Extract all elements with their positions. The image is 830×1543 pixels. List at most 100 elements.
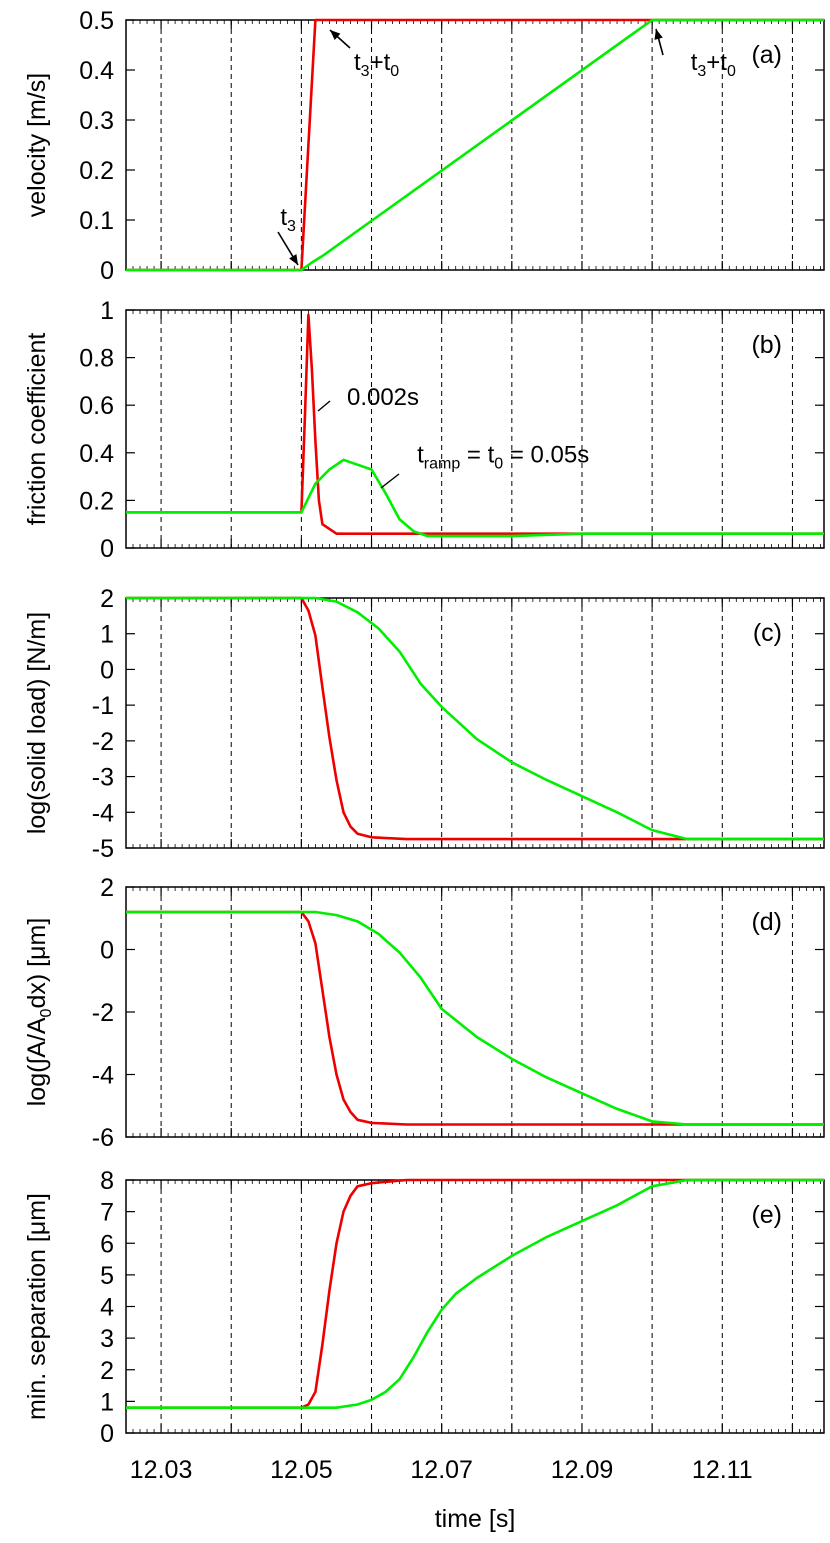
leader-tramp [380,473,400,489]
annotation-label: t3+t0​ [354,49,399,80]
anno-base: t [417,441,424,468]
y-tick-label: -2 [92,728,114,756]
y-tick-label: 4 [100,1294,114,1322]
x-axis-label: time [s] [435,1505,516,1533]
y-tick-label: 1 [100,621,114,649]
annotation-label: t3+t0​ [691,49,736,80]
series-long-ramp [126,910,824,1126]
plot-frame [125,1179,825,1434]
y-axis-label: log(solid load) [N/m] [23,612,51,834]
panel-a: 00.10.20.30.40.5(a)velocity [m/s]t3t3+t0… [23,7,825,285]
y-tick-label: 6 [100,1230,114,1258]
series-short-ramp [126,596,824,841]
x-tick-label: 12.05 [270,1456,333,1484]
ylabel-prefix: log(∫A/A [23,1017,51,1106]
y-axis-label: min. separation [μm] [23,1193,51,1420]
anno-subscript: 3 [361,63,370,80]
anno-base: t [280,204,287,231]
series-long-ramp [126,458,824,538]
y-tick-label: 0 [100,1420,114,1448]
panel-e: 0 1 2 3 4 5 6 7 8 (e) min. separation [μm] [23,1167,825,1448]
arrow-t3-t0-green-head [654,29,663,40]
annotation-label: tramp = t0 = 0.05s [417,441,589,472]
anno-base: t [720,49,727,76]
y-tick-label: 0 [100,257,114,285]
series-short-ramp [126,1178,824,1409]
y-tick-label: 0.4 [79,440,114,468]
y-tick-label: -6 [92,1124,114,1152]
y-tick-label: 0 [100,535,114,563]
annotation-label: 0.002s [347,384,419,411]
panel-c: -5 -4 -3 -2 -1 0 1 2 (c) log(solid load) [N/m] [23,585,825,863]
panel-b: 0 0.2 0.4 0.6 0.8 1 (b) friction coefficient 0.0… [23,297,825,563]
anno-subscript: ramp [424,455,461,472]
anno-operator: + [370,49,384,76]
y-tick-label: -2 [92,999,114,1027]
y-tick-label: 0.2 [79,487,114,515]
panel-label: (d) [751,908,782,936]
plot-frame [125,886,825,1138]
y-tick-label: 2 [100,1357,114,1385]
y-tick-label: 0.4 [79,57,114,85]
x-tick-label: 12.07 [410,1456,473,1484]
panel-label: (e) [751,1201,782,1229]
y-tick-label: 0.6 [79,392,114,420]
anno-subscript: 3 [697,63,706,80]
y-tick-label: -3 [92,764,114,792]
y-tick-label: 5 [100,1262,114,1290]
plot-frame [125,309,825,549]
leader-0002s [317,400,331,412]
anno-base: t [354,49,361,76]
ylabel-subscript: 0 [38,1008,55,1017]
y-tick-label: 0.8 [79,345,114,373]
arrow-t3-head [289,254,298,265]
y-tick-label: 0 [100,937,114,965]
y-axis-label: log(∫A/A0dx) [μm] [23,918,55,1107]
anno-operator: + [706,49,720,76]
series-short-ramp [126,910,824,1126]
anno-base: t [691,49,698,76]
anno-base: t [384,49,391,76]
y-tick-label: 7 [100,1199,114,1227]
anno-subscript: 0 [390,63,399,80]
anno-subscript: 0 [727,63,736,80]
x-tick-label: 12.11 [692,1456,753,1484]
y-axis-label: velocity [m/s] [23,73,51,217]
y-tick-label: 8 [100,1167,114,1195]
panel-label: (a) [751,41,782,69]
plot-frame [125,597,825,849]
series-short-ramp [126,313,824,535]
y-tick-label: 2 [100,874,114,902]
y-tick-label: 0.3 [79,107,114,135]
y-tick-label: 0 [100,656,114,684]
arrow-t3-t0-red-head [330,30,341,40]
anno-text: = t [460,441,494,468]
y-axis-label: friction coefficient [23,333,51,526]
y-tick-label: 2 [100,585,114,613]
y-tick-label: 0.1 [79,207,114,235]
x-tick-labels: 12.03 12.05 12.07 12.09 12.11 [130,1456,753,1484]
panel-label: (c) [753,619,782,647]
anno-subscript: 3 [287,218,296,235]
y-tick-label: 3 [100,1325,114,1353]
y-tick-label: -4 [92,799,114,827]
y-tick-label: 0.2 [79,157,114,185]
series-long-ramp [126,18,824,272]
y-tick-label: -1 [92,692,114,720]
y-tick-label: 0.5 [79,7,114,35]
x-tick-label: 12.09 [551,1456,614,1484]
y-tick-label: 1 [100,1388,114,1416]
y-tick-label: -4 [92,1062,114,1090]
anno-subscript: 0 [494,455,503,472]
x-tick-label: 12.03 [130,1456,193,1484]
ylabel-suffix: dx) [μm] [23,918,51,1009]
anno-text: = 0.05s [503,441,589,468]
panel-label: (b) [751,331,782,359]
panel-d: -6-4-202(d)log(∫A/A0dx) [μm] [23,874,825,1152]
series-long-ramp [126,1178,824,1409]
y-tick-label: 1 [100,297,114,325]
annotation-label: t3 [280,204,296,235]
y-tick-label: -5 [92,835,114,863]
series-long-ramp [126,596,824,841]
